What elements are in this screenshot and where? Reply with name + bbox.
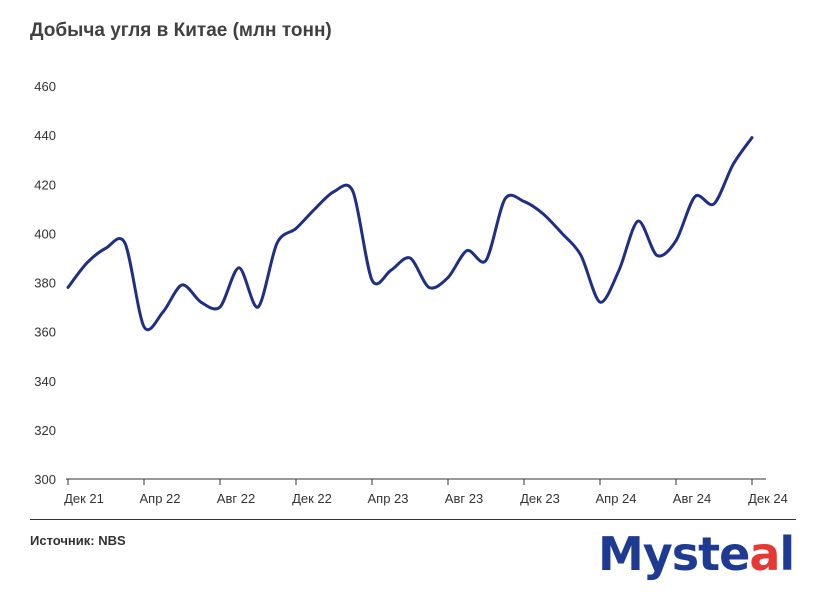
x-axis: Дек 21 Апр 22 Авг 22 Дек 22 Апр 23 Авг 23 Дек … [64, 478, 788, 506]
data-point [713, 203, 716, 206]
y-tick-label: 440 [34, 128, 56, 143]
chart-title: Добыча угля в Китае (млн тонн) [30, 20, 332, 41]
data-point [523, 200, 526, 203]
data-point [580, 254, 583, 257]
y-tick-label: 460 [34, 79, 56, 94]
data-point [257, 306, 260, 309]
mysteel-logo: Myste a l [598, 524, 795, 584]
data-point [466, 249, 469, 252]
series-group [66, 136, 754, 332]
data-point [276, 242, 279, 245]
y-tick-label: 420 [34, 177, 56, 192]
data-point [200, 301, 203, 304]
logo-text-start: Myste [598, 527, 750, 581]
x-tick-label: Авг 24 [673, 491, 711, 506]
logo-mark: a [749, 527, 780, 581]
x-tick-label: Апр 24 [595, 491, 636, 506]
x-tick-label: Дек 24 [748, 491, 788, 506]
data-point [561, 232, 564, 235]
data-point [504, 198, 507, 201]
data-point [105, 247, 108, 250]
y-tick-label: 340 [34, 374, 56, 389]
data-point [181, 284, 184, 287]
data-point [428, 286, 431, 289]
data-point [542, 212, 545, 215]
data-point [143, 325, 146, 328]
data-point [618, 269, 621, 272]
source-note: Источник: NBS [30, 533, 126, 548]
x-tick-label: Дек 21 [64, 491, 104, 506]
data-point [732, 163, 735, 166]
x-tick-label: Апр 23 [367, 491, 408, 506]
x-tick-label: Апр 22 [139, 491, 180, 506]
data-point [67, 286, 70, 289]
data-point [656, 254, 659, 257]
line-chart: 300 320 340 360 380 400 420 440 460 Дек 21 Апр 22… [34, 79, 788, 506]
y-tick-label: 320 [34, 423, 56, 438]
data-point [219, 306, 222, 309]
data-point [447, 276, 450, 279]
data-point [238, 266, 241, 269]
data-point [599, 301, 602, 304]
y-tick-label: 400 [34, 226, 56, 241]
data-point [352, 190, 355, 193]
logo-text-end: l [779, 527, 795, 581]
x-tick-label: Дек 23 [520, 491, 560, 506]
y-tick-label: 300 [34, 472, 56, 487]
x-tick-label: Дек 22 [292, 491, 332, 506]
data-point [162, 311, 165, 314]
source-divider [30, 519, 796, 520]
data-point [751, 136, 754, 139]
y-tick-label: 360 [34, 325, 56, 340]
data-point [675, 239, 678, 242]
data-point [485, 259, 488, 262]
data-point [390, 269, 393, 272]
y-tick-label: 380 [34, 276, 56, 291]
data-point [86, 261, 89, 264]
x-tick-label: Авг 22 [217, 491, 255, 506]
data-point [314, 207, 317, 210]
data-point [295, 227, 298, 230]
data-point [124, 242, 127, 245]
data-point [409, 257, 412, 260]
series-line [66, 136, 754, 332]
x-tick-label: Авг 23 [445, 491, 483, 506]
y-axis: 300 320 340 360 380 400 420 440 460 [34, 79, 56, 487]
data-point [637, 220, 640, 223]
data-point [333, 190, 336, 193]
data-point [694, 195, 697, 198]
data-point [371, 279, 374, 282]
